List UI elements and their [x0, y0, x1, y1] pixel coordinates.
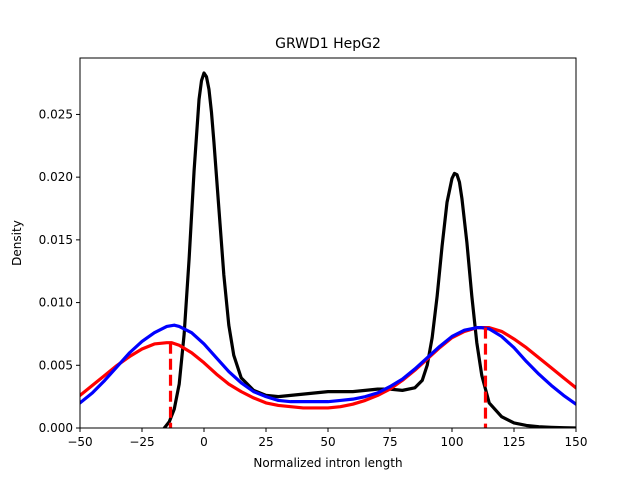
y-axis-label: Density: [10, 220, 24, 266]
x-tick-label: 125: [503, 435, 526, 449]
x-tick-label: 25: [258, 435, 273, 449]
y-tick-label: 0.015: [39, 233, 73, 247]
x-tick-label: 100: [441, 435, 464, 449]
red-density-curve: [80, 326, 576, 410]
y-tick-label: 0.010: [39, 296, 73, 310]
x-tick-label: 50: [320, 435, 335, 449]
x-axis-label: Normalized intron length: [253, 456, 402, 470]
plot-area: [80, 71, 576, 428]
y-tick-label: 0.005: [39, 358, 73, 372]
x-tick-label: 0: [200, 435, 208, 449]
y-tick-label: 0.025: [39, 107, 73, 121]
y-axis: 0.000 0.005 0.010 0.015 0.020 0.025: [39, 107, 80, 435]
black-density-curve: [162, 71, 576, 428]
x-tick-label: −50: [67, 435, 92, 449]
x-axis: −50 −25 0 25 50 75 100 125 150: [67, 428, 587, 449]
x-tick-label: 150: [565, 435, 588, 449]
plot-frame: [79, 57, 577, 429]
x-tick-label: 75: [382, 435, 397, 449]
y-tick-label: 0.000: [39, 421, 73, 435]
y-tick-label: 0.020: [39, 170, 73, 184]
chart-title: GRWD1 HepG2: [275, 36, 381, 52]
x-tick-label: −25: [129, 435, 154, 449]
blue-density-curve: [80, 323, 576, 406]
